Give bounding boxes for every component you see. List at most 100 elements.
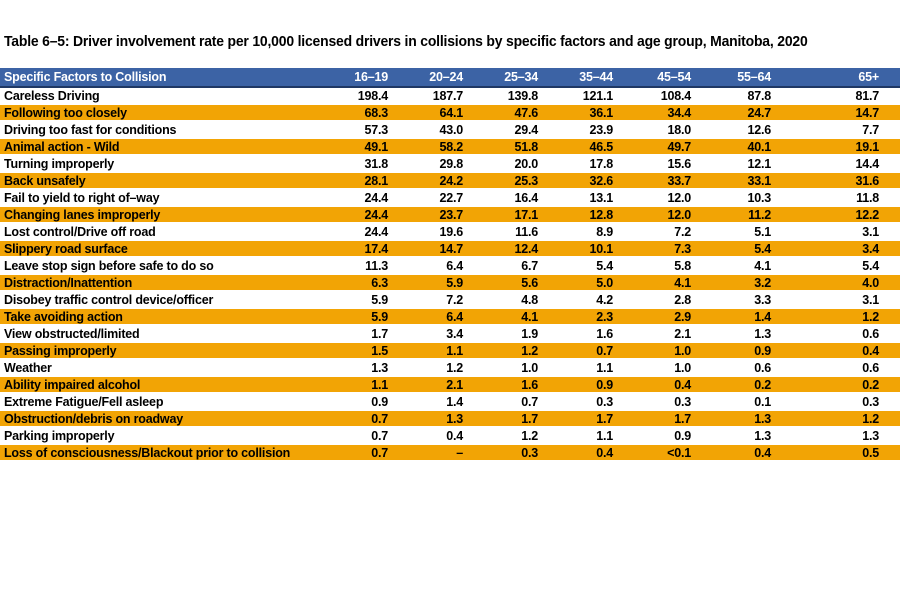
column-header-age-group: 45–54 — [625, 68, 703, 88]
rate-value-cell: 5.1 — [703, 223, 783, 241]
rate-value-cell: 24.2 — [400, 172, 475, 190]
column-header-specific-factors: Specific Factors to Collision — [0, 68, 340, 88]
rate-value-cell: 1.0 — [475, 359, 550, 377]
table-row: Loss of consciousness/Blackout prior to … — [0, 444, 900, 462]
rate-value-cell: 0.4 — [703, 444, 783, 462]
rate-value-cell: 0.7 — [475, 393, 550, 411]
rate-value-cell: 2.1 — [400, 376, 475, 394]
rate-value-cell: 2.1 — [625, 325, 703, 343]
rate-value-cell: 1.1 — [340, 376, 400, 394]
column-header-age-group: 35–44 — [550, 68, 625, 88]
rate-value-cell: 20.0 — [475, 155, 550, 173]
rate-value-cell: 14.7 — [783, 104, 900, 122]
factor-label-cell: Driving too fast for conditions — [0, 121, 340, 139]
rate-value-cell: 8.9 — [550, 223, 625, 241]
rate-value-cell: 1.1 — [550, 427, 625, 445]
factor-label-cell: Weather — [0, 359, 340, 377]
rate-value-cell: 32.6 — [550, 172, 625, 190]
factor-label-cell: Leave stop sign before safe to do so — [0, 257, 340, 275]
factor-label-cell: Fail to yield to right of–way — [0, 189, 340, 207]
rate-value-cell: 23.9 — [550, 121, 625, 139]
rate-value-cell: 64.1 — [400, 104, 475, 122]
rate-value-cell: 198.4 — [340, 87, 400, 105]
rate-value-cell: 33.7 — [625, 172, 703, 190]
rate-value-cell: 121.1 — [550, 87, 625, 105]
rate-value-cell: 1.3 — [703, 325, 783, 343]
table-row: Following too closely 68.3 64.1 47.6 36.1 34.… — [0, 104, 900, 122]
rate-value-cell: 5.9 — [340, 291, 400, 309]
rate-value-cell: 3.3 — [703, 291, 783, 309]
table-row: View obstructed/limited 1.7 3.4 1.9 1.6 2.1 1.… — [0, 325, 900, 343]
rate-value-cell: 34.4 — [625, 104, 703, 122]
factor-label-cell: Obstruction/debris on roadway — [0, 410, 340, 428]
factor-label-cell: Extreme Fatigue/Fell asleep — [0, 393, 340, 411]
rate-value-cell: 0.3 — [550, 393, 625, 411]
rate-value-cell: 1.3 — [340, 359, 400, 377]
rate-value-cell: 43.0 — [400, 121, 475, 139]
rate-value-cell: 139.8 — [475, 87, 550, 105]
table-row: Slippery road surface 17.4 14.7 12.4 10.1 7.3… — [0, 240, 900, 258]
rate-value-cell: 49.7 — [625, 138, 703, 156]
rate-value-cell: 7.7 — [783, 121, 900, 139]
rate-value-cell: 2.3 — [550, 308, 625, 326]
factor-label-cell: Parking improperly — [0, 427, 340, 445]
rate-value-cell: 17.8 — [550, 155, 625, 173]
table-row: Back unsafely 28.1 24.2 25.3 32.6 33.7 33.1 31.… — [0, 172, 900, 190]
rate-value-cell: 1.2 — [783, 308, 900, 326]
table-row: Obstruction/debris on roadway 0.7 1.3 1.7 1.… — [0, 410, 900, 428]
rate-value-cell: 7.2 — [625, 223, 703, 241]
rate-value-cell: 1.3 — [703, 410, 783, 428]
rate-value-cell: 57.3 — [340, 121, 400, 139]
rate-value-cell: 12.2 — [783, 206, 900, 224]
rate-value-cell: 1.0 — [625, 342, 703, 360]
rate-value-cell: 12.6 — [703, 121, 783, 139]
rate-value-cell: 1.6 — [475, 376, 550, 394]
rate-value-cell: 10.3 — [703, 189, 783, 207]
rate-value-cell: 1.7 — [340, 325, 400, 343]
rate-value-cell: 1.3 — [703, 427, 783, 445]
rate-value-cell: 0.4 — [400, 427, 475, 445]
rate-value-cell: 17.4 — [340, 240, 400, 258]
rate-value-cell: 3.2 — [703, 274, 783, 292]
column-header-age-group: 25–34 — [475, 68, 550, 88]
rate-value-cell: 0.2 — [783, 376, 900, 394]
rate-value-cell: 12.0 — [625, 206, 703, 224]
column-header-age-group: 65+ — [783, 68, 900, 88]
rate-value-cell: 1.2 — [783, 410, 900, 428]
rate-value-cell: 5.0 — [550, 274, 625, 292]
rate-value-cell: 24.4 — [340, 189, 400, 207]
rate-value-cell: 11.3 — [340, 257, 400, 275]
rate-value-cell: 5.4 — [703, 240, 783, 258]
rate-value-cell: 28.1 — [340, 172, 400, 190]
column-header-age-group: 20–24 — [400, 68, 475, 88]
factor-label-cell: Animal action - Wild — [0, 138, 340, 156]
rate-value-cell: 4.0 — [783, 274, 900, 292]
rate-value-cell: 81.7 — [783, 87, 900, 105]
rate-value-cell: 46.5 — [550, 138, 625, 156]
rate-value-cell: 3.1 — [783, 291, 900, 309]
table-row: Ability impaired alcohol 1.1 2.1 1.6 0.9 0.4 0… — [0, 376, 900, 394]
rate-value-cell: 0.7 — [340, 410, 400, 428]
table-row: Turning improperly 31.8 29.8 20.0 17.8 15.6 12… — [0, 155, 900, 173]
rate-value-cell: 0.2 — [703, 376, 783, 394]
rate-value-cell: 49.1 — [340, 138, 400, 156]
table-row: Take avoiding action 5.9 6.4 4.1 2.3 2.9 1.4 1.… — [0, 308, 900, 326]
factor-label-cell: View obstructed/limited — [0, 325, 340, 343]
factor-label-cell: Slippery road surface — [0, 240, 340, 258]
table-row: Leave stop sign before safe to do so 11.3… — [0, 257, 900, 275]
rate-value-cell: 36.1 — [550, 104, 625, 122]
rate-value-cell: 0.6 — [783, 359, 900, 377]
rate-value-cell: 6.3 — [340, 274, 400, 292]
rate-value-cell: 4.8 — [475, 291, 550, 309]
rate-value-cell: 7.2 — [400, 291, 475, 309]
rate-value-cell: 108.4 — [625, 87, 703, 105]
rate-value-cell: 11.2 — [703, 206, 783, 224]
rate-value-cell: 25.3 — [475, 172, 550, 190]
rate-value-cell: 23.7 — [400, 206, 475, 224]
rate-value-cell: 12.4 — [475, 240, 550, 258]
factor-label-cell: Take avoiding action — [0, 308, 340, 326]
rate-value-cell: 0.3 — [625, 393, 703, 411]
table-row: Weather 1.3 1.2 1.0 1.1 1.0 0.6 0.6 — [0, 359, 900, 377]
rate-value-cell: 1.2 — [400, 359, 475, 377]
